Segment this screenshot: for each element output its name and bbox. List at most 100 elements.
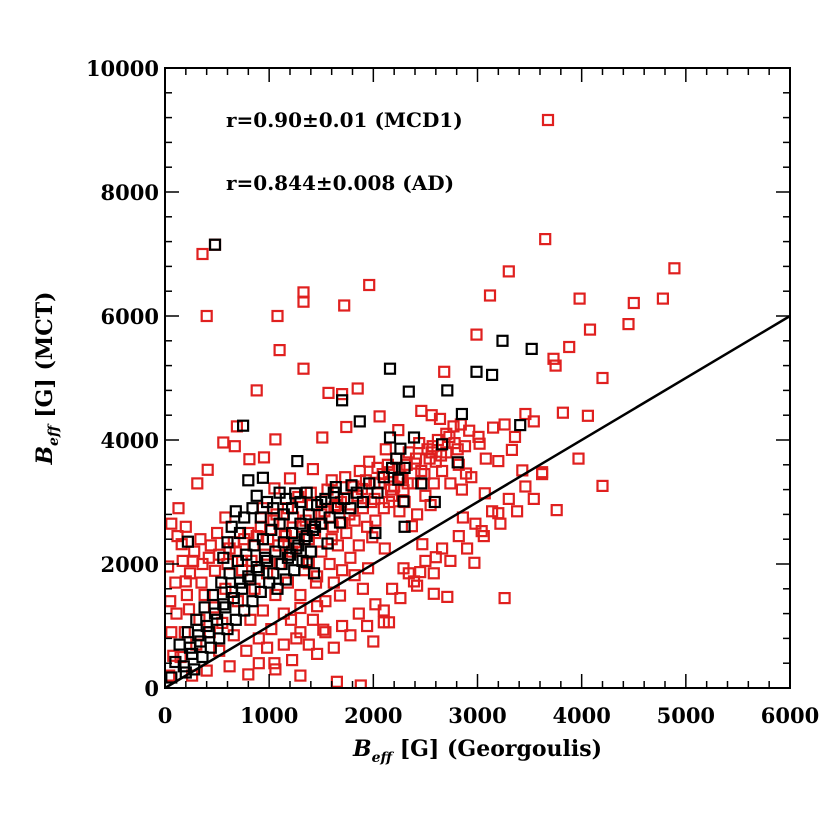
point-mcd1 [379,443,392,456]
point-ad [233,526,247,540]
point-mcd1 [444,554,457,568]
point-mcd1 [622,318,635,331]
y-axis-title-rest: [G] (MCT) [32,291,58,425]
point-mcd1 [494,517,507,530]
point-mcd1 [194,533,207,546]
point-mcd1 [334,495,348,509]
point-mcd1 [340,526,353,540]
axis-ticks [164,67,791,689]
fit-line [164,314,791,690]
point-mcd1 [486,505,499,518]
point-ad [256,533,269,546]
point-mcd1 [269,433,282,446]
point-ad [211,613,224,626]
x-tick-label: 5000 [657,703,715,728]
point-mcd1 [527,415,540,428]
y-tick-label: 2000 [101,552,159,577]
point-mcd1 [257,451,271,464]
point-mcd1 [596,479,609,492]
point-ad [217,551,230,564]
point-mcd1 [492,455,505,468]
point-ad [383,431,397,444]
point-mcd1 [268,657,281,670]
x-tick-label: 2000 [344,703,402,728]
point-ad [455,407,468,421]
point-ad [350,486,363,499]
point-mcd1 [352,607,365,620]
point-ad [470,365,483,378]
point-mcd1 [472,430,485,443]
point-mcd1 [556,406,570,419]
point-ad [271,582,284,595]
point-ad [225,520,238,533]
point-mcd1 [196,557,209,571]
point-ad [286,502,299,515]
point-mcd1 [458,440,472,453]
point-ad [204,641,217,654]
point-mcd1 [377,616,390,629]
point-mcd1 [415,404,428,417]
point-mcd1 [294,669,307,682]
point-mcd1 [461,542,474,555]
point-mcd1 [195,576,208,589]
point-ad [250,560,263,574]
x-tick-label: 4000 [552,703,610,728]
point-mcd1 [172,502,185,515]
point-mcd1 [444,477,457,490]
x-axis-subscript: eff [372,750,395,766]
point-mcd1 [256,604,269,617]
point-mcd1 [573,292,586,305]
point-ad [338,492,351,505]
legend-annotation-mcd1: r=0.90±0.01 (MCD1) [226,108,463,132]
point-ad [273,517,286,530]
point-mcd1 [356,502,369,515]
point-ad [441,384,454,397]
point-mcd1 [427,567,440,580]
point-mcd1 [316,431,329,444]
point-mcd1 [343,508,356,521]
point-mcd1 [348,569,361,582]
point-mcd1 [572,452,585,465]
point-mcd1 [208,564,222,577]
point-mcd1 [196,247,209,261]
point-mcd1 [470,328,483,341]
point-mcd1 [311,647,324,661]
point-mcd1 [563,340,576,354]
point-ad [267,502,280,515]
point-ad [237,419,250,432]
fit-line-layer [164,314,791,690]
point-ad [188,663,201,676]
point-mcd1 [468,556,481,569]
point-mcd1 [336,619,349,633]
point-mcd1 [319,595,332,608]
point-ad [194,635,207,648]
point-mcd1 [668,262,681,275]
point-mcd1 [200,309,213,323]
point-mcd1 [384,483,398,496]
point-mcd1 [322,386,335,399]
point-mcd1 [188,545,201,558]
point-mcd1 [411,579,424,592]
point-ad [252,564,265,577]
point-mcd1 [498,418,511,431]
point-mcd1 [498,591,511,605]
point-ad [242,570,255,583]
point-ad [221,536,234,549]
point-ad [261,554,274,568]
point-mcd1 [469,517,482,530]
point-mcd1 [284,613,298,626]
point-mcd1 [338,299,351,312]
point-ad [213,632,226,645]
point-ad [208,607,222,620]
point-mcd1 [183,567,197,580]
point-mcd1 [581,409,595,422]
point-mcd1 [336,564,349,577]
point-mcd1 [333,589,347,602]
y-axis-title: Beff [G] (MCT) [32,291,62,465]
point-ad [369,526,382,540]
point-ad [279,573,292,586]
point-ad [323,511,336,524]
point-mcd1 [369,514,382,527]
point-ad [307,567,321,580]
point-mcd1 [443,430,456,443]
